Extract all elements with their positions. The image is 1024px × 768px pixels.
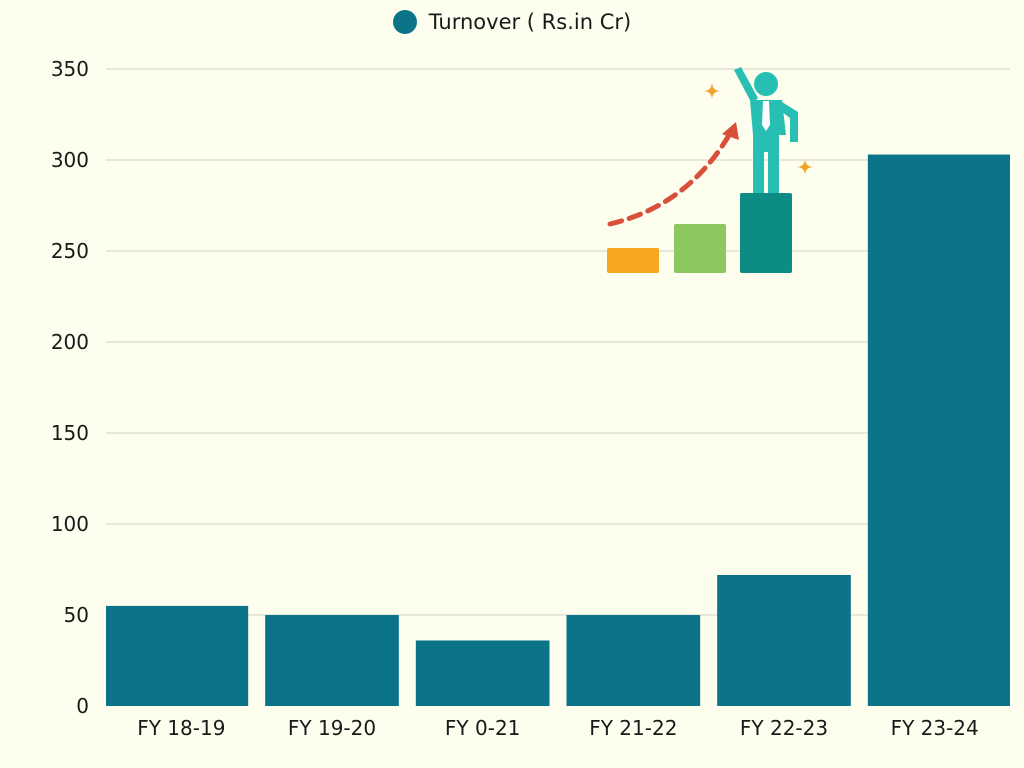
person-arm — [782, 102, 798, 142]
x-tick-label: FY 18-19 — [137, 716, 225, 740]
person-head — [754, 72, 778, 96]
step-tall — [740, 193, 792, 273]
bar — [415, 640, 550, 706]
y-tick-label: 350 — [51, 57, 89, 81]
y-tick-label: 250 — [51, 239, 89, 263]
y-tick-label: 100 — [51, 512, 89, 536]
bar — [265, 615, 399, 706]
y-tick-label: 50 — [64, 603, 89, 627]
person-raised-arm — [734, 67, 758, 104]
step-small — [607, 248, 659, 273]
person-tie — [762, 101, 770, 131]
sparkle-icon — [703, 82, 721, 100]
legend-swatch — [392, 10, 417, 34]
bar — [566, 615, 701, 706]
x-tick-label: FY 19-20 — [288, 716, 376, 740]
y-tick-label: 0 — [76, 694, 89, 718]
y-tick-label: 200 — [51, 330, 89, 354]
x-tick-label: FY 21-22 — [589, 716, 677, 740]
sparkle-icon — [796, 158, 814, 176]
bar — [106, 605, 249, 706]
person-body — [750, 100, 786, 193]
bar — [717, 574, 851, 706]
x-tick-label: FY 23-24 — [891, 716, 979, 740]
x-tick-label: FY 0-21 — [445, 716, 520, 740]
x-tick-label: FY 22-23 — [740, 716, 828, 740]
legend: Turnover ( Rs.in Cr) — [0, 10, 1024, 34]
arrow-head — [722, 122, 739, 140]
growth-businessman-illustration-icon — [607, 67, 814, 273]
bar — [867, 154, 1010, 707]
step-medium — [674, 224, 726, 273]
y-tick-label: 300 — [51, 148, 89, 172]
arrow-path — [607, 127, 735, 227]
y-tick-label: 150 — [51, 421, 89, 445]
legend-label: Turnover ( Rs.in Cr) — [428, 10, 632, 34]
